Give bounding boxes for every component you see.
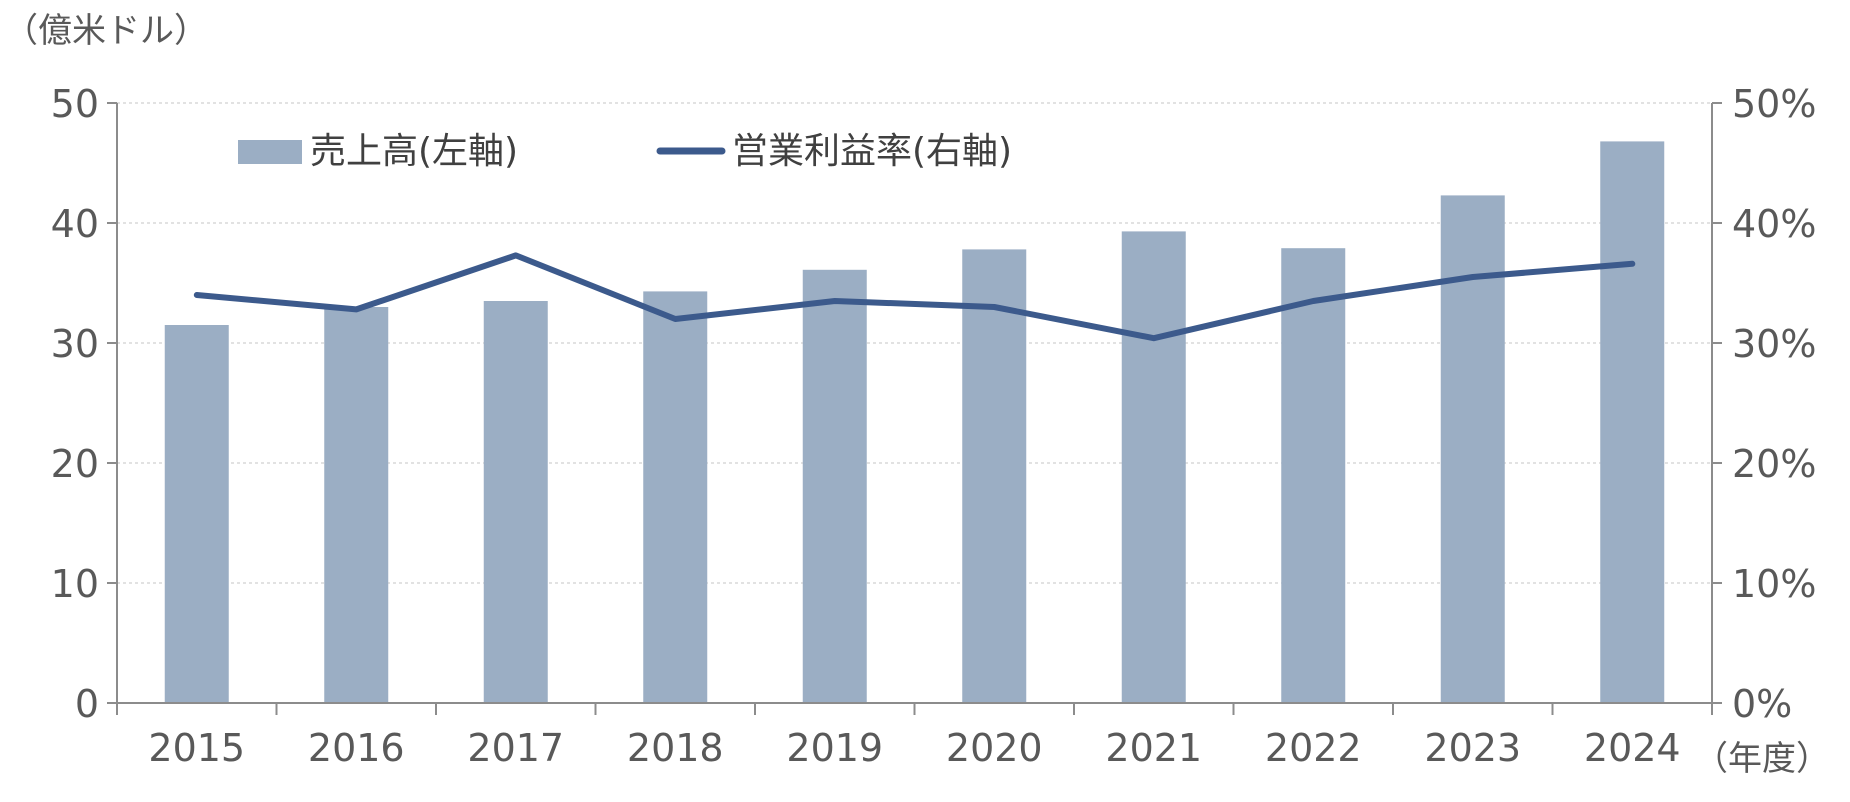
y2-tick-label: 20% bbox=[1732, 442, 1816, 486]
x-tick-label: 2017 bbox=[467, 726, 564, 770]
operating-margin-line bbox=[193, 252, 1636, 342]
x-tick-label: 2019 bbox=[786, 726, 883, 770]
y-tick-label: 50 bbox=[51, 82, 99, 126]
legend-label-margin: 営業利益率(右軸) bbox=[732, 131, 1012, 172]
bar-2019 bbox=[802, 269, 867, 703]
bar-2023 bbox=[1440, 195, 1505, 703]
y-axis-unit-label: （億米ドル） bbox=[4, 11, 208, 51]
line-series bbox=[193, 252, 1636, 342]
bar-2016 bbox=[324, 307, 389, 703]
y2-tick-label: 30% bbox=[1732, 322, 1816, 366]
bar-2018 bbox=[643, 291, 708, 703]
x-tick-label: 2016 bbox=[308, 726, 405, 770]
bar-2020 bbox=[962, 249, 1027, 703]
x-tick-label: 2021 bbox=[1105, 726, 1202, 770]
legend-swatch-sales bbox=[238, 140, 302, 164]
bar-2017 bbox=[483, 301, 548, 703]
x-tick-label: 2024 bbox=[1584, 726, 1681, 770]
x-axis-unit-label: （年度） bbox=[1694, 739, 1830, 779]
bar-2021 bbox=[1121, 231, 1186, 703]
y-tick-label: 0 bbox=[75, 682, 99, 726]
legend: 売上高(左軸) 営業利益率(右軸) bbox=[238, 131, 1012, 172]
x-tick-label: 2015 bbox=[148, 726, 245, 770]
y-tick-label: 40 bbox=[51, 202, 99, 246]
legend-label-sales: 売上高(左軸) bbox=[310, 131, 518, 172]
y-tick-label: 10 bbox=[51, 562, 99, 606]
x-tick-label: 2023 bbox=[1424, 726, 1521, 770]
y2-tick-label: 0% bbox=[1732, 682, 1792, 726]
bar-2015 bbox=[164, 325, 229, 703]
y2-tick-label: 10% bbox=[1732, 562, 1816, 606]
y-tick-label: 30 bbox=[51, 322, 99, 366]
bar-series bbox=[164, 141, 1665, 703]
x-tick-label: 2018 bbox=[627, 726, 724, 770]
y2-tick-label: 40% bbox=[1732, 202, 1816, 246]
x-tick-label: 2022 bbox=[1265, 726, 1362, 770]
axis-labels: 0 0% 10 10% 20 20% 30 30% 40 40% 50 50% 2015 2016 2017… bbox=[51, 82, 1817, 770]
y2-tick-label: 50% bbox=[1732, 82, 1816, 126]
x-tick-label: 2020 bbox=[946, 726, 1043, 770]
bar-2024 bbox=[1600, 141, 1665, 703]
y-tick-label: 20 bbox=[51, 442, 99, 486]
bar-2022 bbox=[1281, 248, 1346, 703]
axes bbox=[107, 102, 1722, 715]
